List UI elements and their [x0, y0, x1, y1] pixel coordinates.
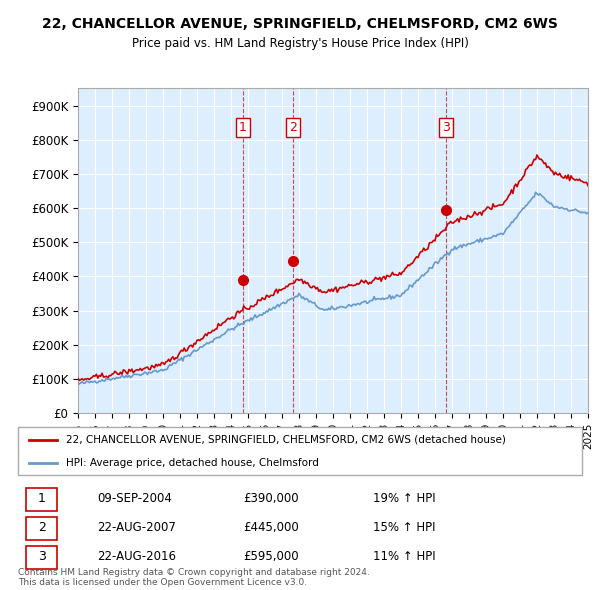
- FancyBboxPatch shape: [26, 546, 58, 569]
- Text: £445,000: £445,000: [244, 521, 299, 534]
- Text: £595,000: £595,000: [244, 550, 299, 563]
- Text: 22, CHANCELLOR AVENUE, SPRINGFIELD, CHELMSFORD, CM2 6WS: 22, CHANCELLOR AVENUE, SPRINGFIELD, CHEL…: [42, 17, 558, 31]
- Text: 1: 1: [239, 121, 247, 134]
- Text: 3: 3: [442, 121, 450, 134]
- Text: 1: 1: [38, 492, 46, 505]
- Text: 22, CHANCELLOR AVENUE, SPRINGFIELD, CHELMSFORD, CM2 6WS (detached house): 22, CHANCELLOR AVENUE, SPRINGFIELD, CHEL…: [66, 435, 506, 445]
- Text: 2: 2: [289, 121, 297, 134]
- FancyBboxPatch shape: [18, 427, 582, 475]
- Text: 22-AUG-2007: 22-AUG-2007: [97, 521, 176, 534]
- Text: Contains HM Land Registry data © Crown copyright and database right 2024.
This d: Contains HM Land Registry data © Crown c…: [18, 568, 370, 587]
- Text: £390,000: £390,000: [244, 492, 299, 505]
- Text: Price paid vs. HM Land Registry's House Price Index (HPI): Price paid vs. HM Land Registry's House …: [131, 37, 469, 50]
- Text: 15% ↑ HPI: 15% ↑ HPI: [373, 521, 436, 534]
- FancyBboxPatch shape: [26, 517, 58, 540]
- Text: 09-SEP-2004: 09-SEP-2004: [97, 492, 172, 505]
- Text: HPI: Average price, detached house, Chelmsford: HPI: Average price, detached house, Chel…: [66, 458, 319, 468]
- FancyBboxPatch shape: [26, 488, 58, 511]
- Text: 11% ↑ HPI: 11% ↑ HPI: [373, 550, 436, 563]
- Text: 3: 3: [38, 550, 46, 563]
- Text: 22-AUG-2016: 22-AUG-2016: [97, 550, 176, 563]
- Text: 19% ↑ HPI: 19% ↑ HPI: [373, 492, 436, 505]
- Text: 2: 2: [38, 521, 46, 534]
